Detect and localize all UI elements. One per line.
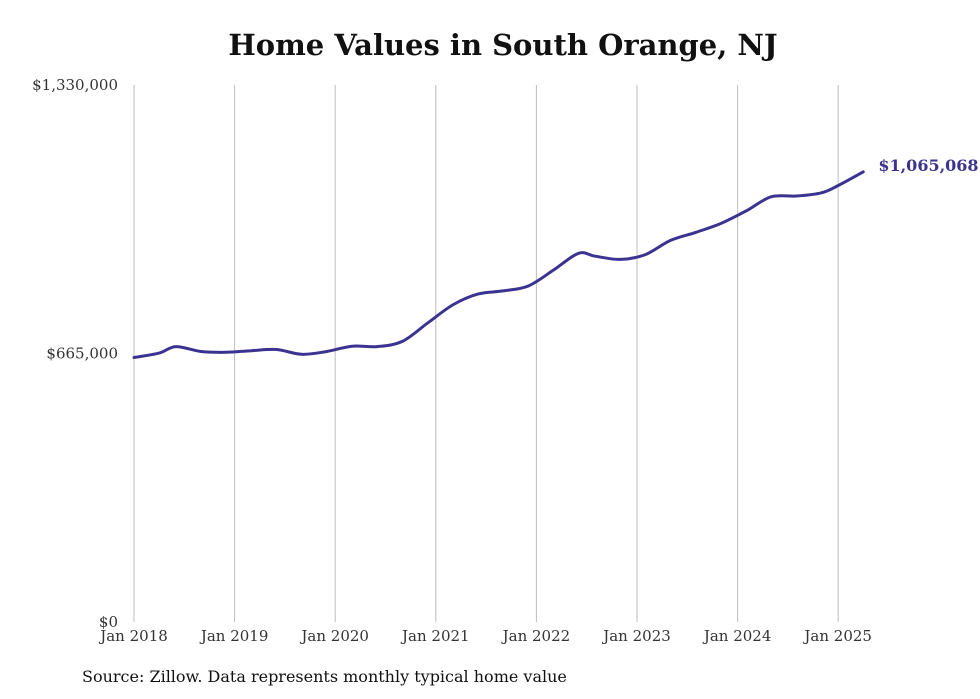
y-tick-label: $1,330,000 (32, 76, 118, 94)
x-tick-label: Jan 2021 (400, 627, 470, 645)
y-tick-label: $0 (99, 613, 118, 631)
x-tick-label: Jan 2024 (702, 627, 772, 645)
end-value-label: $1,065,068 (878, 156, 978, 175)
x-tick-label: Jan 2018 (98, 627, 168, 645)
chart-title: Home Values in South Orange, NJ (228, 28, 778, 62)
y-tick-label: $665,000 (46, 345, 118, 363)
x-axis-ticks: Jan 2018 Jan 2019 Jan 2020 Jan 2021 Jan 2022… (98, 627, 872, 645)
x-tick-label: Jan 2025 (802, 627, 872, 645)
end-label-layer: $1,065,068 (878, 156, 978, 175)
series-line-0 (132, 170, 865, 359)
x-tick-label: Jan 2020 (299, 627, 369, 645)
chart-source: Source: Zillow. Data represents monthly … (82, 667, 567, 686)
gridlines (133, 85, 839, 622)
y-axis-ticks: $0 $665,000 $1,330,000 (32, 76, 118, 631)
x-tick-label: Jan 2019 (199, 627, 269, 645)
x-tick-label: Jan 2022 (501, 627, 571, 645)
x-tick-label: Jan 2023 (601, 627, 671, 645)
series-layer (132, 170, 865, 359)
